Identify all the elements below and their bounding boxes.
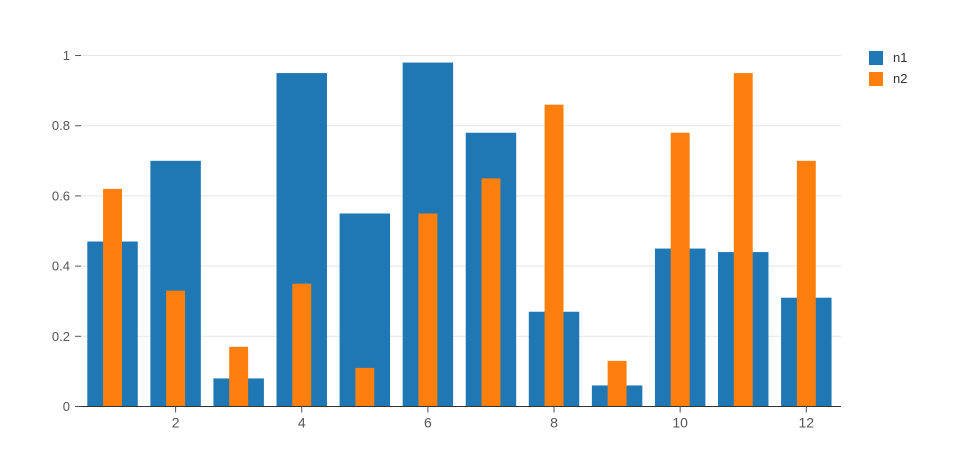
y-tick-label-0.8: 0.8 [52, 118, 70, 133]
x-tick-label-6: 6 [424, 415, 432, 431]
x-tick-label-12: 12 [799, 415, 815, 431]
bar-n2-9 [607, 360, 627, 407]
bar-n2-6 [418, 213, 438, 407]
legend-item-n2: n2 [869, 72, 907, 86]
x-tick-label-8: 8 [550, 415, 558, 431]
bar-n2-12 [796, 160, 816, 407]
y-tick-label-0.4: 0.4 [52, 259, 70, 274]
bar-n2-5 [355, 367, 375, 407]
y-tick-label-0: 0 [63, 399, 70, 414]
bar-n2-3 [229, 346, 249, 407]
legend-swatch-n2 [869, 72, 883, 86]
bar-n2-7 [481, 178, 501, 407]
legend-swatch-n1 [869, 51, 883, 65]
legend-label-n2: n2 [893, 71, 908, 86]
legend: n1 n2 [869, 51, 907, 86]
y-tick-label-0.6: 0.6 [52, 188, 70, 203]
x-tick-label-10: 10 [672, 415, 688, 431]
bar-n2-10 [670, 132, 690, 407]
legend-item-n1: n1 [869, 51, 907, 65]
legend-label-n1: n1 [893, 50, 908, 65]
y-tick-label-1: 1 [63, 48, 70, 63]
x-tick-label-2: 2 [172, 415, 180, 431]
y-tick-label-0.2: 0.2 [52, 329, 70, 344]
bar-n2-2 [166, 290, 186, 407]
bar-n2-8 [544, 104, 564, 407]
bar-n2-1 [103, 188, 122, 407]
bar-n2-4 [292, 283, 312, 407]
x-tick-label-4: 4 [298, 415, 306, 431]
bar-n2-11 [733, 73, 753, 407]
